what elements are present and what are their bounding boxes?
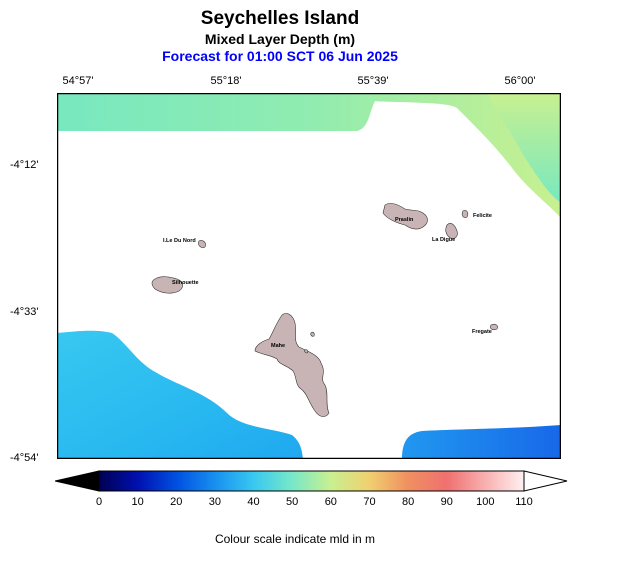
- colorbar-tick-label: 50: [286, 496, 299, 508]
- colorbar-high-arrow: [523, 470, 568, 492]
- map-title: Seychelles Island: [200, 8, 360, 29]
- mld-band-southwest: [57, 330, 303, 459]
- lon-label: 55°39': [357, 75, 389, 87]
- label-mahe: Mahe: [271, 343, 285, 349]
- label-praslin: Praslin: [395, 217, 414, 223]
- la-digue-island: [445, 223, 458, 239]
- felicite-island: [461, 210, 469, 218]
- colorbar-tick-label: 40: [247, 496, 260, 508]
- fregate-island: [490, 323, 498, 331]
- colorbar-tick-label: 100: [476, 496, 495, 508]
- silhouette-island: [151, 276, 183, 294]
- colorbar-tick-label: 80: [401, 496, 415, 508]
- label-felicite: Felicite: [473, 213, 492, 219]
- label-ile-du-nord: I.Le Du Nord: [163, 238, 196, 244]
- colorbar-tick-label: 60: [324, 496, 337, 508]
- mahe-island: [254, 313, 330, 417]
- colorbar-caption: Colour scale indicate mld in m: [214, 532, 376, 546]
- colorbar-low-arrow: [55, 471, 99, 491]
- lat-label: -4°33': [10, 306, 39, 318]
- label-la-digue: La Digue: [432, 237, 455, 243]
- map-subtitle: Mixed Layer Depth (m): [204, 31, 356, 47]
- colorbar-tick-label: 90: [440, 496, 453, 508]
- colorbar-scale: [99, 471, 524, 491]
- ile-du-nord-island: [198, 240, 206, 248]
- colorbar: [55, 470, 568, 492]
- lat-label: -4°54': [10, 452, 39, 464]
- colorbar-tick-label: 20: [170, 496, 183, 508]
- colorbar-tick-label: 110: [515, 496, 533, 508]
- colorbar-tick-label: 0: [95, 496, 103, 508]
- lon-label: 56°00': [504, 75, 536, 87]
- colorbar-tick-label: 10: [131, 496, 144, 508]
- mld-band-northeast: [487, 93, 561, 203]
- colorbar-tick-label: 70: [363, 496, 376, 508]
- forecast-time: Forecast for 01:00 SCT 06 Jun 2025: [162, 48, 398, 64]
- label-fregate: Fregate: [472, 329, 492, 335]
- praslin-island: [382, 203, 428, 230]
- islet: [304, 349, 309, 354]
- mld-band-southeast: [402, 425, 561, 459]
- label-silhouette: Silhouette: [172, 280, 199, 286]
- lat-label: -4°12': [10, 159, 39, 171]
- mld-band-top: [57, 93, 561, 218]
- lon-label: 55°18': [210, 75, 242, 87]
- lon-label: 54°57': [62, 75, 94, 87]
- colorbar-tick-label: 30: [208, 496, 222, 508]
- mld-map: Mahe Praslin La Digue Felicite Silhouett…: [57, 93, 561, 459]
- islet: [310, 331, 315, 337]
